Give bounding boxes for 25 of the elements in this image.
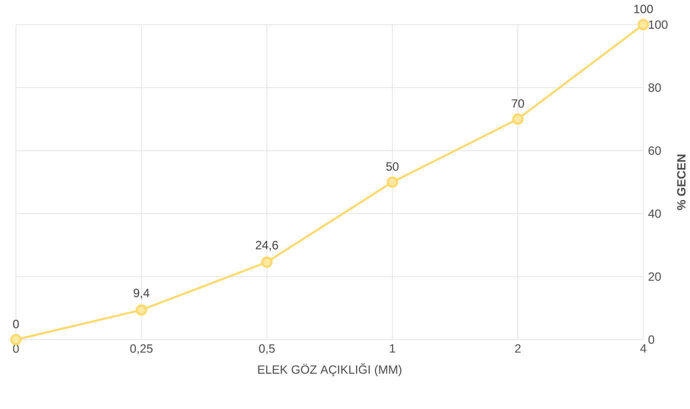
x-tick-label: 0,25 [130,344,153,354]
point [386,176,398,188]
point [638,19,649,30]
point [261,256,273,268]
x-tick-label: 4 [640,344,646,353]
point [10,334,22,346]
y-tick-label: 40 [648,209,661,218]
y-tick-label: 60 [648,146,661,155]
y-tick-label: 0 [648,336,654,344]
data-label: 0 [13,320,19,328]
data-label: 24,6 [256,241,278,251]
y-tick-label: 80 [648,83,661,92]
x-tick-label: 0,5 [259,344,275,354]
x-tick-label: 2 [515,344,521,353]
y-tick-label: 100 [648,20,668,29]
data-label: 50 [386,162,399,171]
point [512,114,524,125]
y-axis-title: % GECEN [677,154,686,210]
x-axis-title: ELEK GÖZ AÇIKLIĞI (MM) [258,363,402,376]
data-label: 100 [634,4,653,14]
data-label: 9,4 [134,288,150,299]
y-tick-label: 20 [648,272,661,281]
x-tick-label: 1 [390,344,396,353]
data-label: 70 [512,99,524,108]
point [136,304,148,316]
